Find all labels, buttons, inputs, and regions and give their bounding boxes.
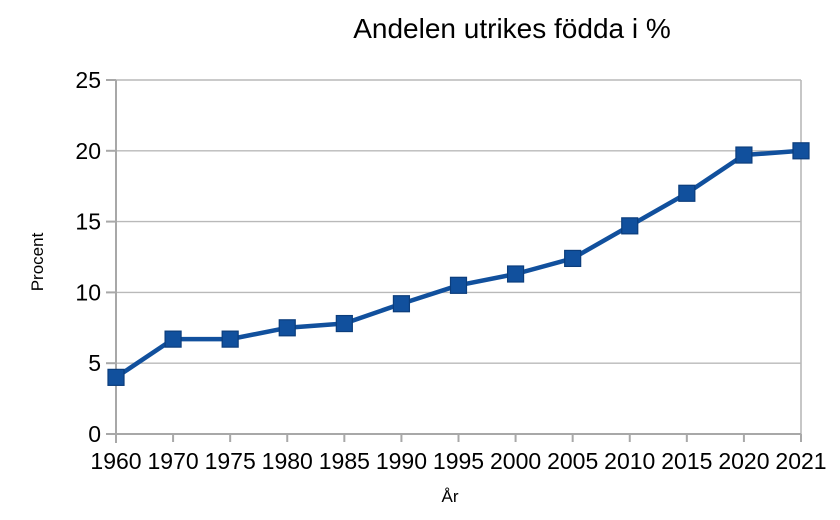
data-point-marker-1980 (278, 319, 296, 337)
x-tick-label-1990: 1990 (376, 448, 427, 474)
data-point-marker-1995 (449, 276, 468, 294)
x-tick-label-1975: 1975 (205, 448, 256, 474)
x-tick-label-1985: 1985 (319, 448, 370, 474)
y-tick-label-10: 10 (75, 279, 101, 305)
x-tick-label-1980: 1980 (262, 448, 313, 474)
data-point-marker-2005 (564, 249, 582, 268)
data-line (114, 148, 802, 380)
data-point-marker-2015 (678, 184, 696, 202)
data-point-marker-1990 (392, 295, 411, 313)
y-tick-label-0: 0 (88, 421, 101, 447)
data-point-marker-1970 (164, 330, 182, 348)
data-point-marker-1960 (107, 368, 125, 386)
data-point-marker-1985 (335, 314, 353, 333)
y-tick-label-15: 15 (75, 209, 101, 235)
x-tick-label-2021: 2021 (775, 448, 826, 474)
x-axis-title: År (441, 487, 459, 506)
y-tick-label-5: 5 (88, 350, 101, 376)
y-tick-label-25: 25 (75, 67, 101, 93)
data-point-marker-2000 (506, 265, 525, 283)
x-tick-label-1960: 1960 (90, 448, 141, 474)
data-point-marker-2010 (621, 217, 639, 235)
x-tick-label-1995: 1995 (433, 448, 484, 474)
x-tick-label-2010: 2010 (604, 448, 655, 474)
data-point-marker-2020 (735, 146, 753, 164)
x-tick-label-2015: 2015 (661, 448, 712, 474)
data-point-marker-1975 (221, 330, 239, 348)
x-tick-label-1970: 1970 (147, 448, 198, 474)
data-point-marker-2021 (792, 142, 810, 160)
x-tick-label-2000: 2000 (490, 448, 541, 474)
x-tick-label-2020: 2020 (718, 448, 769, 474)
chart-title: Andelen utrikes födda i % (353, 13, 671, 44)
y-tick-label-20: 20 (75, 138, 101, 164)
x-tick-label-2005: 2005 (547, 448, 598, 474)
